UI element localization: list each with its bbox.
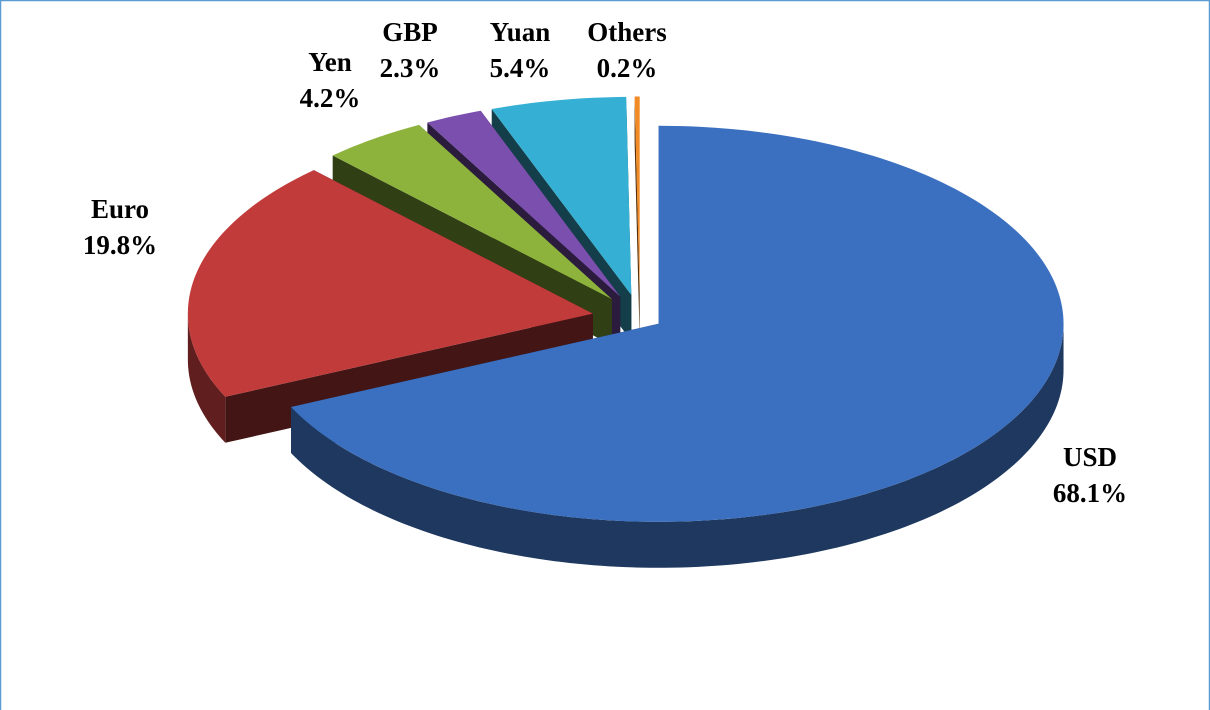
slice-label: Yen	[308, 47, 352, 77]
slice-group	[291, 125, 1064, 568]
slice-label: USD	[1063, 442, 1117, 472]
slice-value-label: 2.3%	[380, 53, 441, 83]
slice	[491, 96, 632, 295]
slice-label: Others	[587, 17, 666, 47]
slice-value-label: 19.8%	[83, 230, 157, 260]
slice-label: Euro	[91, 194, 149, 224]
slice-value-label: 68.1%	[1053, 478, 1127, 508]
slice	[634, 96, 640, 295]
slice	[427, 110, 621, 297]
slice-label: GBP	[382, 17, 438, 47]
slice-wall	[634, 96, 640, 341]
slice	[187, 170, 593, 397]
slice-value-label: 0.2%	[597, 53, 658, 83]
slice-group	[634, 96, 640, 341]
slice	[291, 125, 1064, 522]
slice-label: Yuan	[490, 17, 551, 47]
slice	[332, 124, 612, 300]
slice-value-label: 5.4%	[490, 53, 551, 83]
slice-value-label: 4.2%	[300, 83, 361, 113]
slice-side	[291, 323, 1064, 568]
slice-side	[187, 313, 226, 443]
